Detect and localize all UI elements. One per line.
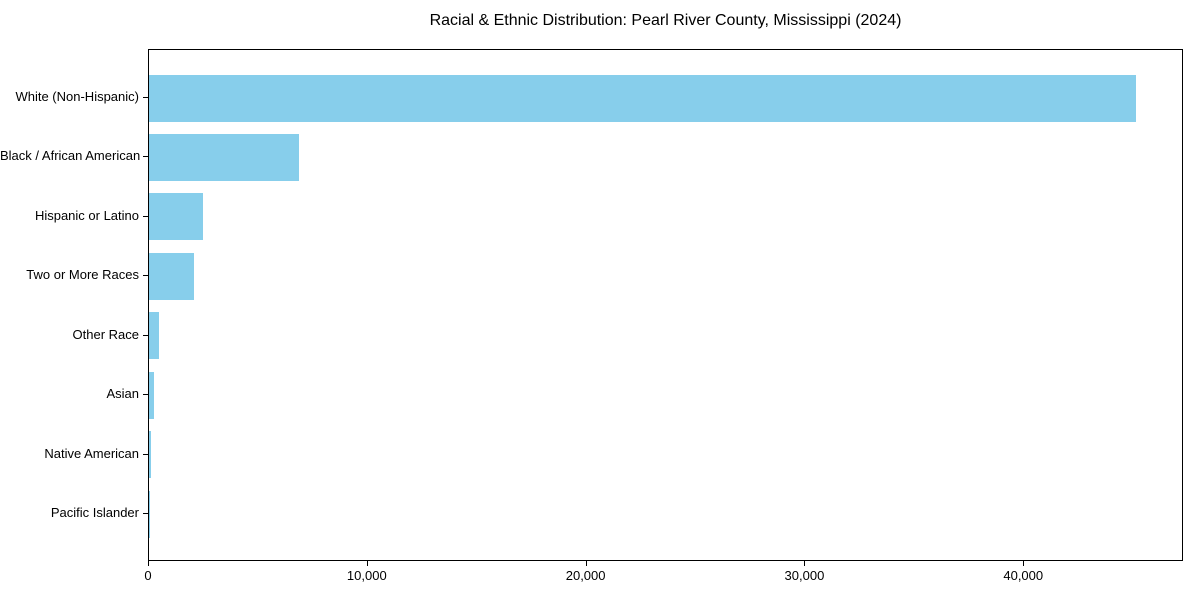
- x-label-0: 0: [144, 568, 152, 583]
- x-tick-30000: [804, 561, 806, 566]
- y-label-native-american: Native American: [44, 445, 139, 461]
- x-tick-20000: [585, 561, 587, 566]
- bar-other-race: [149, 312, 159, 360]
- y-label-white-non-hispanic: White (Non-Hispanic): [15, 89, 139, 104]
- x-label-10000: 10,000: [346, 568, 387, 583]
- bar-white-non-hispanic: [149, 74, 1136, 122]
- plot-area: [148, 49, 1183, 561]
- y-label-asian: Asian: [106, 386, 139, 402]
- bar-black-african-american: [149, 133, 299, 181]
- x-label-20000: 20,000: [565, 568, 606, 583]
- y-label-two-or-more-races: Two or More Races: [26, 267, 139, 283]
- x-tick-10000: [366, 561, 368, 566]
- bar-pacific-islander: [149, 490, 150, 538]
- y-tick-other-race: [143, 334, 148, 336]
- y-label-pacific-islander: Pacific Islander: [50, 505, 139, 520]
- x-label-40000: 40,000: [1003, 568, 1044, 583]
- y-label-black-african-american: Black / African American: [0, 148, 141, 164]
- chart-title: Racial & Ethnic Distribution: Pearl Rive…: [429, 12, 902, 29]
- y-tick-hispanic-or-latino: [143, 215, 148, 217]
- y-tick-black-african-american: [143, 156, 148, 158]
- x-label-30000: 30,000: [784, 568, 825, 583]
- y-tick-white-non-hispanic: [143, 97, 148, 98]
- bar-two-or-more-races: [149, 252, 195, 300]
- x-tick-0: [148, 561, 149, 566]
- y-tick-asian: [143, 394, 148, 396]
- y-tick-native-american: [143, 453, 148, 455]
- y-label-other-race: Other Race: [72, 326, 139, 342]
- y-tick-pacific-islander: [143, 513, 148, 514]
- bar-native-american: [149, 431, 151, 479]
- x-tick-40000: [1023, 561, 1025, 566]
- bar-hispanic-or-latino: [149, 193, 204, 241]
- y-label-hispanic-or-latino: Hispanic or Latino: [34, 207, 139, 223]
- bar-asian: [149, 371, 155, 419]
- y-tick-two-or-more-races: [143, 275, 148, 277]
